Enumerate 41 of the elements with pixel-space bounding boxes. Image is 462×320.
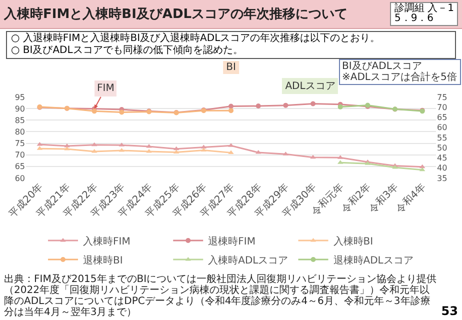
point [228, 104, 234, 109]
text: ADLスコア [282, 78, 338, 94]
text: BI [223, 61, 239, 74]
legend-label: 入棟時BI [333, 235, 374, 248]
y2-tick-label: 70 [437, 102, 448, 112]
chart-subtitle: ○ 入退棟時FIMと入退棟時BI及び入退棟時ADLスコアの年次推移は以下のとおり。 ○ BI及びADLスコアでも同様の低下傾向を認めた。 [6, 31, 456, 59]
point [92, 108, 97, 114]
y2-tick-label: 45 [437, 154, 448, 163]
y2-tick-label: 75 [437, 92, 448, 102]
point [228, 108, 234, 114]
y-tick-label: 95 [14, 92, 25, 102]
legend-label: 入棟時ADLスコア [208, 254, 288, 266]
y-tick-label: 70 [14, 150, 25, 160]
text: BI及びADLスコア ※ADLスコアは合計を5倍 [339, 59, 461, 85]
y-tick-label: 75 [14, 139, 25, 148]
point [310, 101, 316, 106]
y2-tick-label: 40 [437, 164, 448, 173]
y-tick-label: 60 [14, 174, 25, 183]
point [256, 104, 261, 109]
annotation: FIM [97, 83, 114, 94]
source-note: 出典：FIM及び2015年までのBIについては一般社団法人回復期リハビリテーション協会より提供（2022年度「回復期リハビリテーション病棟の現状と課題に関する調査報告書」）令和元年以降のADLスコアについてはDPCデータより（令和4年度診療分のみ4～6月、令和元年～3年診療分は当年4月～翌年3月まで） [4, 274, 438, 318]
legend-label: 退棟時ADLスコア [333, 254, 414, 266]
y2-tick-label: 65 [437, 113, 448, 122]
y-tick-label: 85 [14, 116, 25, 125]
y2-tick-label: 50 [437, 143, 448, 152]
text: 診調組 入－1 5．9．6 [390, 2, 458, 26]
point [283, 102, 288, 108]
y-tick-label: 90 [14, 104, 25, 114]
y2-tick-label: 55 [437, 133, 448, 142]
chart-title: 入棟時FIMと入棟時BI及びADLスコアの年次推移について [4, 6, 349, 23]
y-tick-label: 80 [14, 128, 25, 137]
legend-label: 退棟時FIM [208, 235, 256, 248]
y2-tick-label: 60 [437, 123, 448, 132]
legend-label: 退棟時BI [83, 254, 123, 266]
text: 53 [441, 304, 458, 318]
point [310, 154, 316, 159]
legend-label: 入棟時FIM [83, 235, 130, 248]
point [119, 110, 124, 115]
point [338, 104, 343, 110]
y2-tick-label: 35 [437, 174, 448, 183]
y-tick-label: 65 [14, 162, 25, 172]
